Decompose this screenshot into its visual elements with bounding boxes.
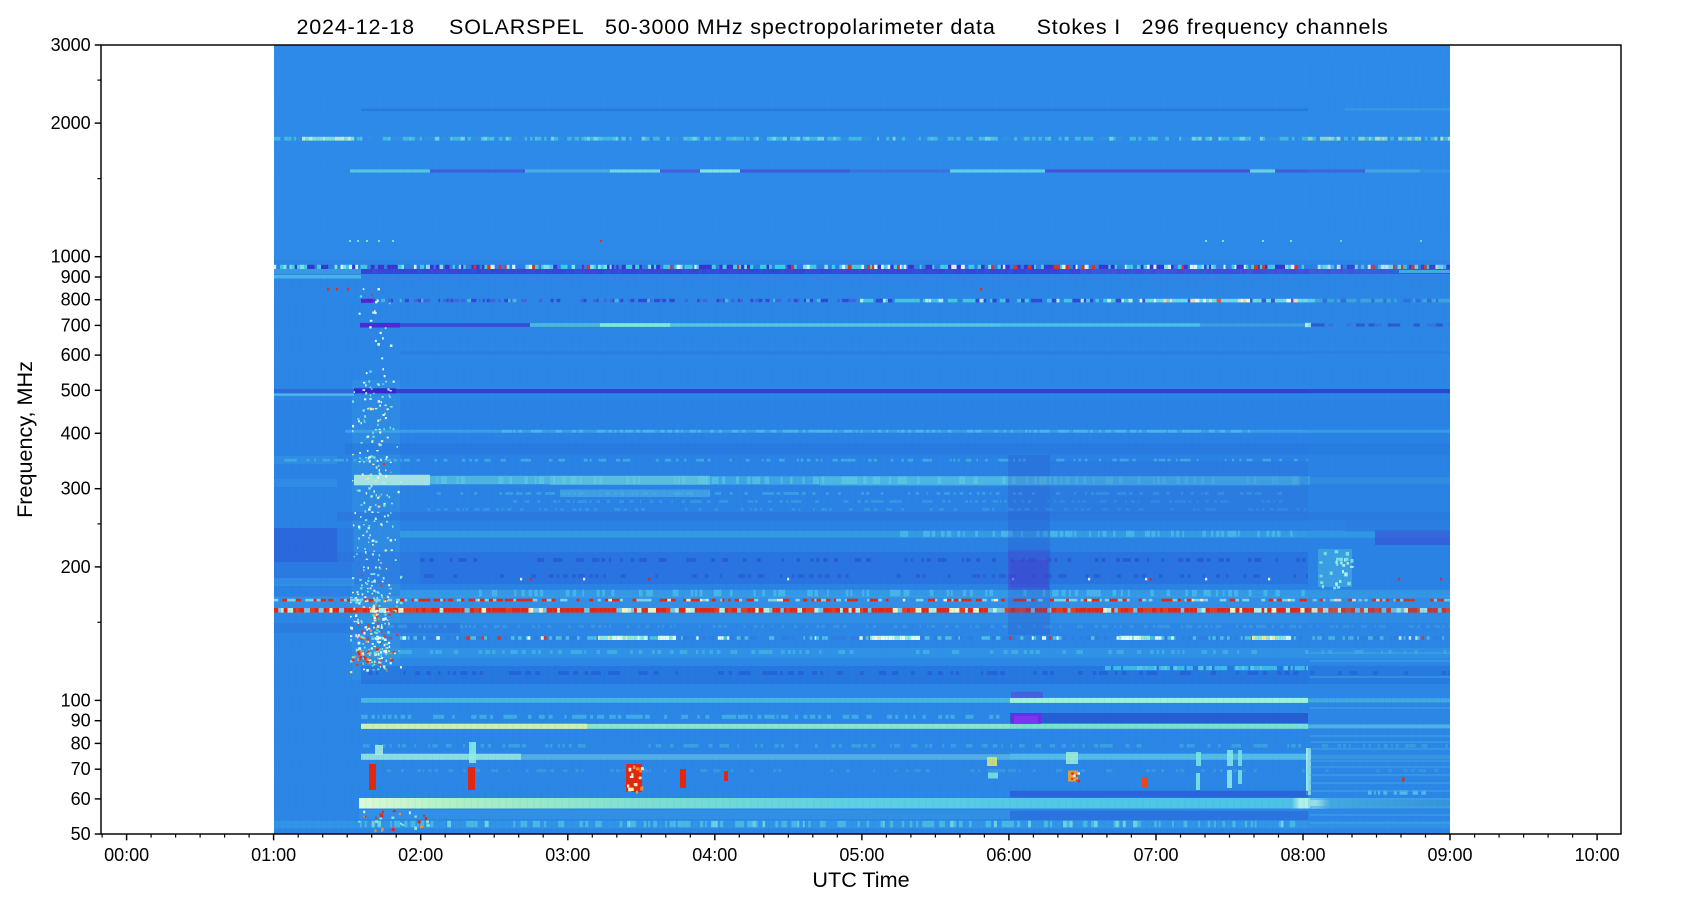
svg-text:2024-12-18 SOLARSPEL 50-: 2024-12-18 SOLARSPEL 50-3000 MHz spectro… <box>296 15 1388 39</box>
svg-text:00:00: 00:00 <box>104 845 149 865</box>
svg-text:09:00: 09:00 <box>1427 845 1472 865</box>
svg-text:3000: 3000 <box>51 35 91 55</box>
svg-text:80: 80 <box>71 733 91 753</box>
svg-text:900: 900 <box>61 267 91 287</box>
svg-text:200: 200 <box>61 557 91 577</box>
svg-text:400: 400 <box>61 423 91 443</box>
svg-text:500: 500 <box>61 380 91 400</box>
svg-text:UTC Time: UTC Time <box>812 867 909 892</box>
svg-text:700: 700 <box>61 315 91 335</box>
svg-text:50: 50 <box>71 824 91 844</box>
svg-text:07:00: 07:00 <box>1133 845 1178 865</box>
svg-text:70: 70 <box>71 759 91 779</box>
svg-text:06:00: 06:00 <box>986 845 1031 865</box>
svg-text:300: 300 <box>61 479 91 499</box>
svg-text:08:00: 08:00 <box>1280 845 1325 865</box>
svg-text:Frequency, MHz: Frequency, MHz <box>12 361 37 518</box>
svg-text:2000: 2000 <box>51 113 91 133</box>
svg-text:1000: 1000 <box>51 247 91 267</box>
svg-text:600: 600 <box>61 345 91 365</box>
svg-text:60: 60 <box>71 789 91 809</box>
svg-text:04:00: 04:00 <box>692 845 737 865</box>
svg-text:800: 800 <box>61 290 91 310</box>
svg-text:01:00: 01:00 <box>251 845 296 865</box>
svg-text:10:00: 10:00 <box>1575 845 1620 865</box>
svg-text:100: 100 <box>61 690 91 710</box>
svg-text:90: 90 <box>71 711 91 731</box>
svg-text:03:00: 03:00 <box>545 845 590 865</box>
svg-text:02:00: 02:00 <box>398 845 443 865</box>
svg-text:05:00: 05:00 <box>839 845 884 865</box>
